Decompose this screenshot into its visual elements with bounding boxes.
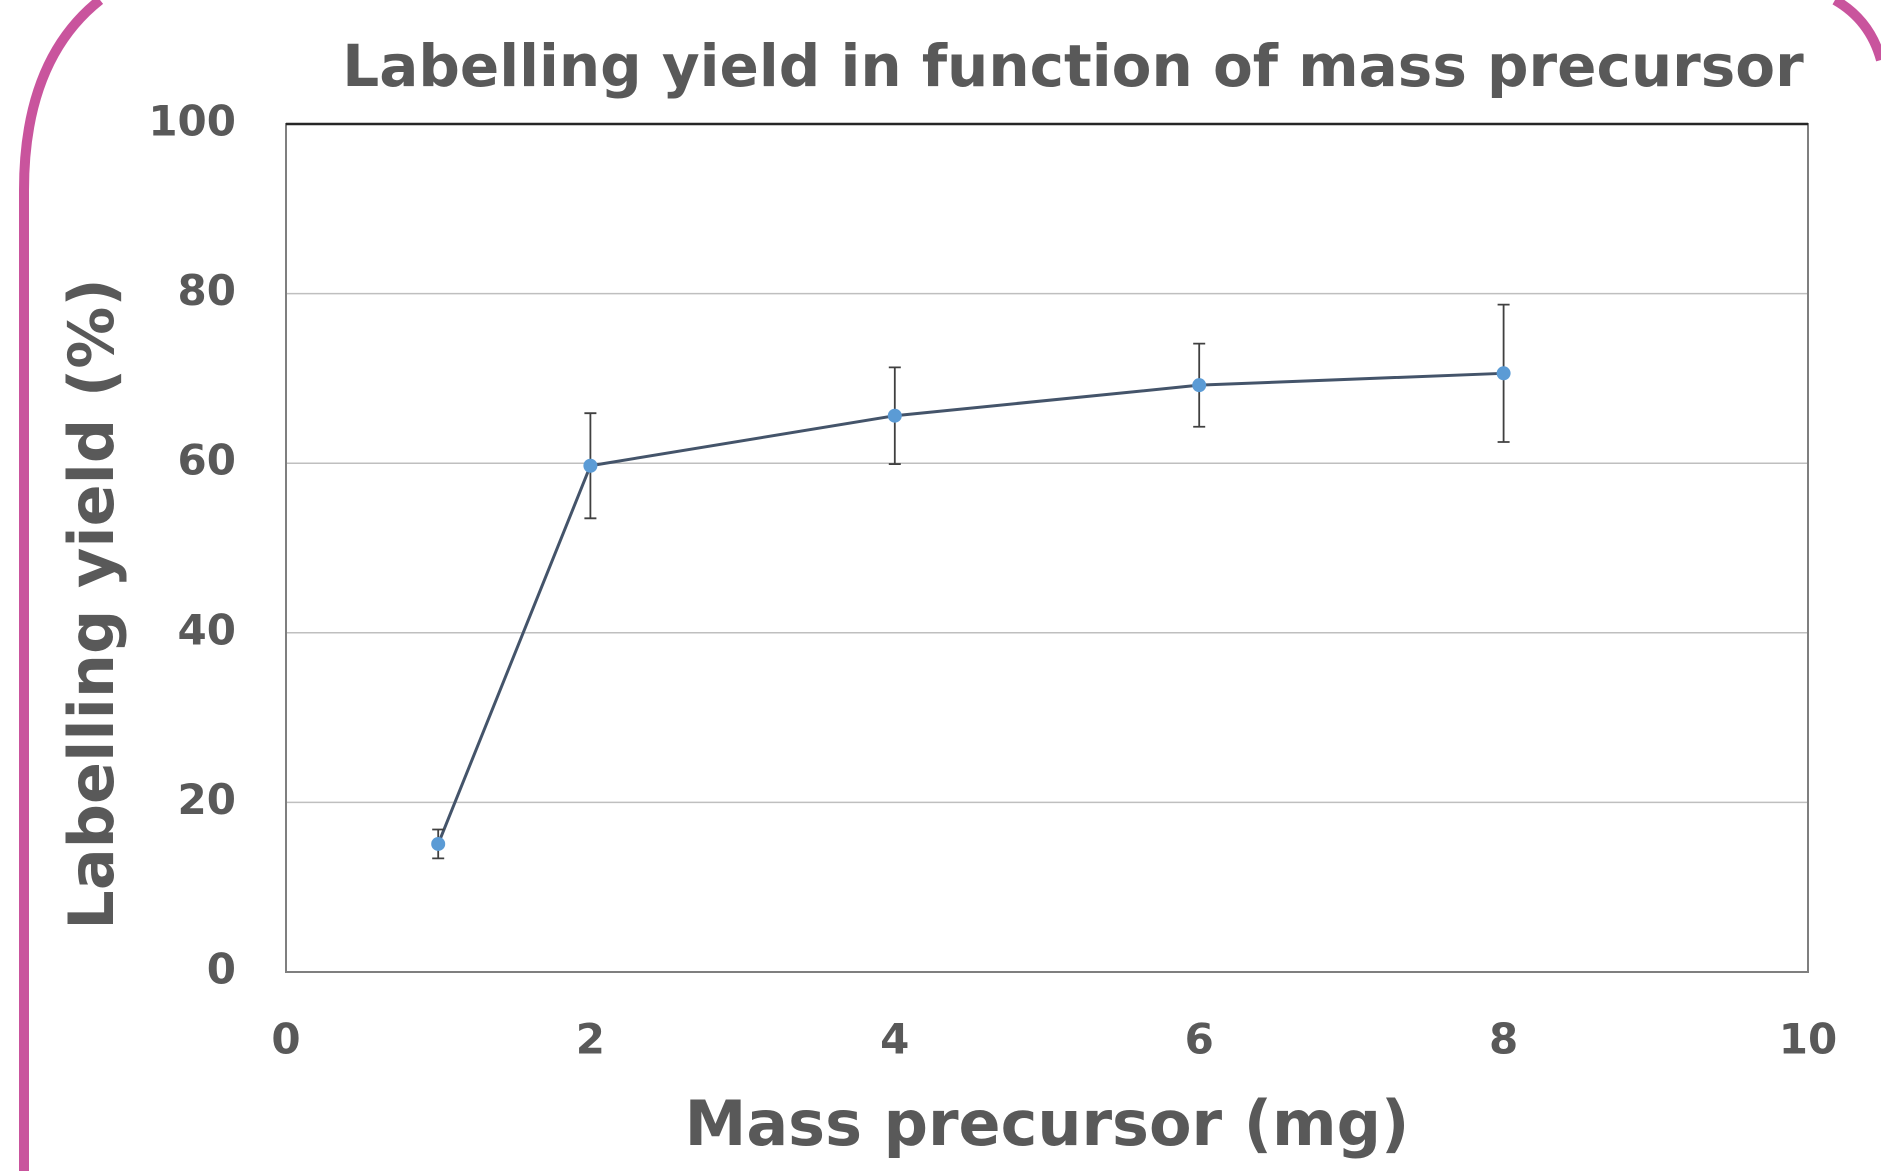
- x-tick-label: 4: [880, 1015, 909, 1064]
- y-tick-label: 100: [148, 97, 236, 146]
- y-axis-label: Labelling yield (%): [55, 278, 128, 929]
- frame-border: [1832, 0, 1881, 62]
- chart-title: Labelling yield in function of mass prec…: [342, 32, 1804, 100]
- y-tick-label: 60: [178, 436, 236, 485]
- marker: [887, 408, 902, 423]
- line: [436, 371, 1504, 845]
- y-tick-label: 40: [178, 605, 236, 654]
- marker: [431, 836, 446, 851]
- x-tick-label: 10: [1779, 1015, 1837, 1064]
- marker: [1192, 378, 1207, 393]
- y-tick-label: 20: [178, 775, 236, 824]
- marker: [1496, 366, 1511, 381]
- y-tick-label: 0: [207, 945, 236, 994]
- x-tick-label: 6: [1185, 1015, 1214, 1064]
- plot-frame: [285, 123, 1809, 973]
- x-tick-label: 2: [576, 1015, 605, 1064]
- marker: [583, 458, 598, 473]
- x-tick-label: 8: [1489, 1015, 1518, 1064]
- x-tick-label: 0: [271, 1015, 300, 1064]
- y-tick-label: 80: [178, 266, 236, 315]
- frame-border: [19, 0, 104, 1171]
- x-axis-label: Mass precursor (mg): [685, 1087, 1410, 1160]
